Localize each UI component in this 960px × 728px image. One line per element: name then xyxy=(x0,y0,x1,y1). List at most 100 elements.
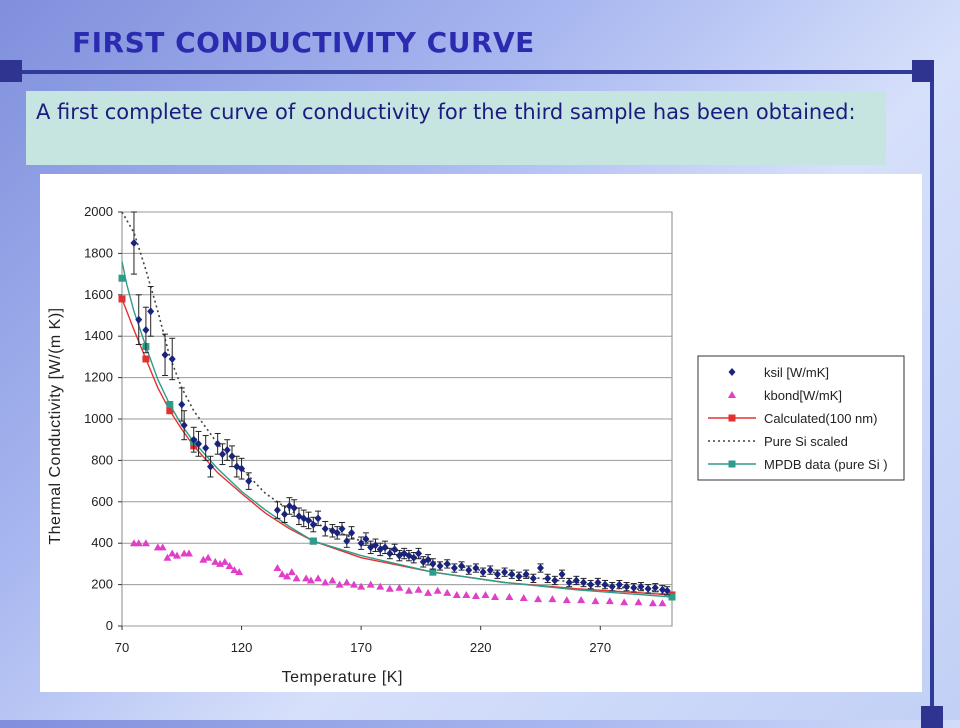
ksil-point xyxy=(180,421,188,430)
ksil-point xyxy=(608,582,616,591)
x-tick-label: 120 xyxy=(231,640,253,655)
kbond-point xyxy=(462,590,471,598)
y-tick-label: 1600 xyxy=(84,287,113,302)
kbond-point xyxy=(395,583,404,591)
kbond-point xyxy=(328,576,337,584)
ksil-point xyxy=(536,564,544,573)
kbond-point xyxy=(519,594,528,602)
kbond-point xyxy=(141,539,150,547)
rule-end-square-bottom xyxy=(921,706,943,728)
legend-label: ksil [W/mK] xyxy=(764,365,829,380)
y-tick-label: 600 xyxy=(91,494,113,509)
ksil-point xyxy=(190,435,198,444)
ksil-point xyxy=(630,583,638,592)
ksil-point xyxy=(601,580,609,589)
rule-corner-square-right xyxy=(912,60,934,82)
kbond-point xyxy=(491,593,500,601)
series-marker-Calculated(100 nm) xyxy=(118,295,126,303)
kbond-point xyxy=(366,580,375,588)
ksil-point xyxy=(615,580,623,589)
series-marker-MPDB data (pure Si ) xyxy=(118,274,126,282)
ksil-point xyxy=(465,566,473,575)
ksil-point xyxy=(343,537,351,546)
ksil-point xyxy=(637,582,645,591)
kbond-point xyxy=(376,582,385,590)
kbond-point xyxy=(424,588,433,596)
ksil-point xyxy=(273,506,281,515)
caption-text: A first complete curve of conductivity f… xyxy=(26,91,886,165)
y-tick-label: 200 xyxy=(91,577,113,592)
series-marker-Calculated(100 nm) xyxy=(166,407,174,415)
ksil-point xyxy=(551,576,559,585)
ksil-point xyxy=(309,520,317,529)
kbond-point xyxy=(349,580,358,588)
y-tick-label: 0 xyxy=(106,618,113,633)
ksil-point xyxy=(419,557,427,566)
series-marker-Calculated(100 nm) xyxy=(142,355,150,363)
kbond-point xyxy=(184,549,193,557)
kbond-point xyxy=(225,561,234,569)
ksil-point xyxy=(410,553,418,562)
kbond-point xyxy=(163,553,172,561)
series-marker-MPDB data (pure Si ) xyxy=(309,537,317,545)
kbond-point xyxy=(273,564,282,572)
kbond-point xyxy=(452,590,461,598)
ksil-point xyxy=(195,439,203,448)
ksil-point xyxy=(594,578,602,587)
ksil-point xyxy=(386,549,394,558)
ksil-point xyxy=(223,446,231,455)
ksil-point xyxy=(381,543,389,552)
ksil-point xyxy=(168,354,176,363)
ksil-point xyxy=(328,526,336,535)
kbond-point xyxy=(199,555,208,563)
x-tick-label: 70 xyxy=(115,640,129,655)
kbond-point xyxy=(577,596,586,604)
legend-marker xyxy=(728,460,736,468)
kbond-point xyxy=(158,543,167,551)
ksil-point xyxy=(572,576,580,585)
ksil-point xyxy=(529,574,537,583)
ksil-point xyxy=(295,512,303,521)
kbond-point xyxy=(433,586,442,594)
kbond-point xyxy=(620,598,629,606)
ksil-point xyxy=(135,315,143,324)
ksil-point xyxy=(321,524,329,533)
kbond-point xyxy=(287,568,296,576)
series-line-MPDB data (pure Si ) xyxy=(121,261,673,598)
ksil-point xyxy=(486,566,494,575)
y-tick-label: 1200 xyxy=(84,370,113,385)
kbond-point xyxy=(357,582,366,590)
kbond-point xyxy=(443,588,452,596)
ksil-point xyxy=(580,578,588,587)
kbond-point xyxy=(591,597,600,605)
ksil-point xyxy=(544,574,552,583)
kbond-point xyxy=(216,559,225,567)
y-tick-label: 400 xyxy=(91,535,113,550)
ksil-point xyxy=(623,582,631,591)
kbond-point xyxy=(534,595,543,603)
kbond-point xyxy=(562,596,571,604)
ksil-point xyxy=(644,584,652,593)
ksil-point xyxy=(238,464,246,473)
kbond-point xyxy=(481,590,490,598)
ksil-point xyxy=(522,570,530,579)
kbond-point xyxy=(220,557,229,565)
kbond-point xyxy=(292,574,301,582)
kbond-point xyxy=(605,597,614,605)
ksil-point xyxy=(362,535,370,544)
kbond-point xyxy=(548,595,557,603)
series-line-Pure Si scaled xyxy=(121,211,673,594)
y-tick-label: 1000 xyxy=(84,411,113,426)
kbond-point xyxy=(414,585,423,593)
ksil-point xyxy=(178,400,186,409)
legend-label: kbond[W/mK] xyxy=(764,388,842,403)
ksil-point xyxy=(142,325,150,334)
conductivity-chart: 0 200 400 600 800 1000 1200 1400 1600 1800 2000 70 1… xyxy=(47,204,905,686)
kbond-point xyxy=(648,599,657,607)
ksil-point xyxy=(147,307,155,316)
ksil-point xyxy=(429,559,437,568)
ksil-point xyxy=(508,570,516,579)
kbond-point xyxy=(658,599,667,607)
ksil-point xyxy=(228,452,236,461)
slide-title: FIRST CONDUCTIVITY CURVE xyxy=(72,26,535,59)
